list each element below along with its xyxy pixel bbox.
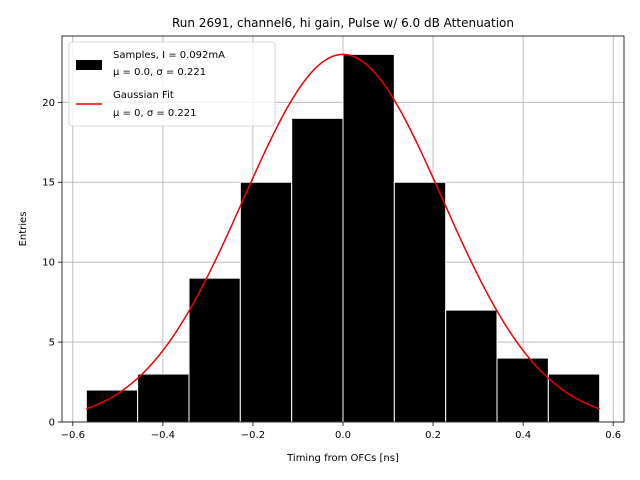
histogram-bar-9: [547, 373, 601, 423]
x-tick-label-2: −0.2: [241, 430, 265, 441]
x-tick-label-6: 0.6: [605, 430, 621, 441]
y-tick-label-3: 15: [42, 178, 55, 189]
legend-fit-stats: μ = 0, σ = 0.221: [113, 108, 197, 119]
legend: Samples, I = 0.092mA μ = 0.0, σ = 0.221 …: [68, 41, 276, 127]
histogram-bar-5: [342, 53, 395, 423]
x-tick-label-5: 0.4: [515, 430, 531, 441]
histogram-bar-7: [445, 309, 498, 423]
legend-box: [68, 41, 276, 127]
x-tick-label-3: 0.0: [335, 430, 351, 441]
x-axis-ticks: −0.6 −0.4 −0.2 0.0 0.2 0.4 0.6: [61, 422, 621, 441]
legend-fit-label: Gaussian Fit: [113, 90, 174, 101]
histogram-bar-1: [137, 373, 190, 423]
histogram-bar-6: [393, 181, 447, 423]
histogram-bar-4: [291, 117, 344, 423]
x-axis-label: Timing from OFCs [ns]: [286, 453, 399, 464]
y-tick-label-2: 10: [42, 258, 55, 269]
y-tick-label-4: 20: [42, 98, 55, 109]
y-axis-ticks: 0 5 10 15 20: [42, 98, 62, 429]
histogram-bar-3: [239, 181, 293, 423]
x-tick-label-0: −0.6: [61, 430, 85, 441]
y-tick-label-0: 0: [49, 418, 55, 429]
chart-title: Run 2691, channel6, hi gain, Pulse w/ 6.…: [172, 16, 514, 30]
histogram-bar-2: [188, 277, 241, 423]
gaussian-fit-curve: [86, 53, 600, 410]
x-tick-label-4: 0.2: [425, 430, 441, 441]
y-tick-label-1: 5: [49, 338, 55, 349]
legend-samples-swatch: [76, 60, 102, 70]
histogram-bar-8: [496, 357, 549, 423]
legend-samples-label: Samples, I = 0.092mA: [113, 50, 225, 61]
x-tick-label-1: −0.4: [151, 430, 175, 441]
y-axis-label: Entries: [18, 212, 29, 247]
legend-samples-stats: μ = 0.0, σ = 0.221: [113, 67, 206, 78]
